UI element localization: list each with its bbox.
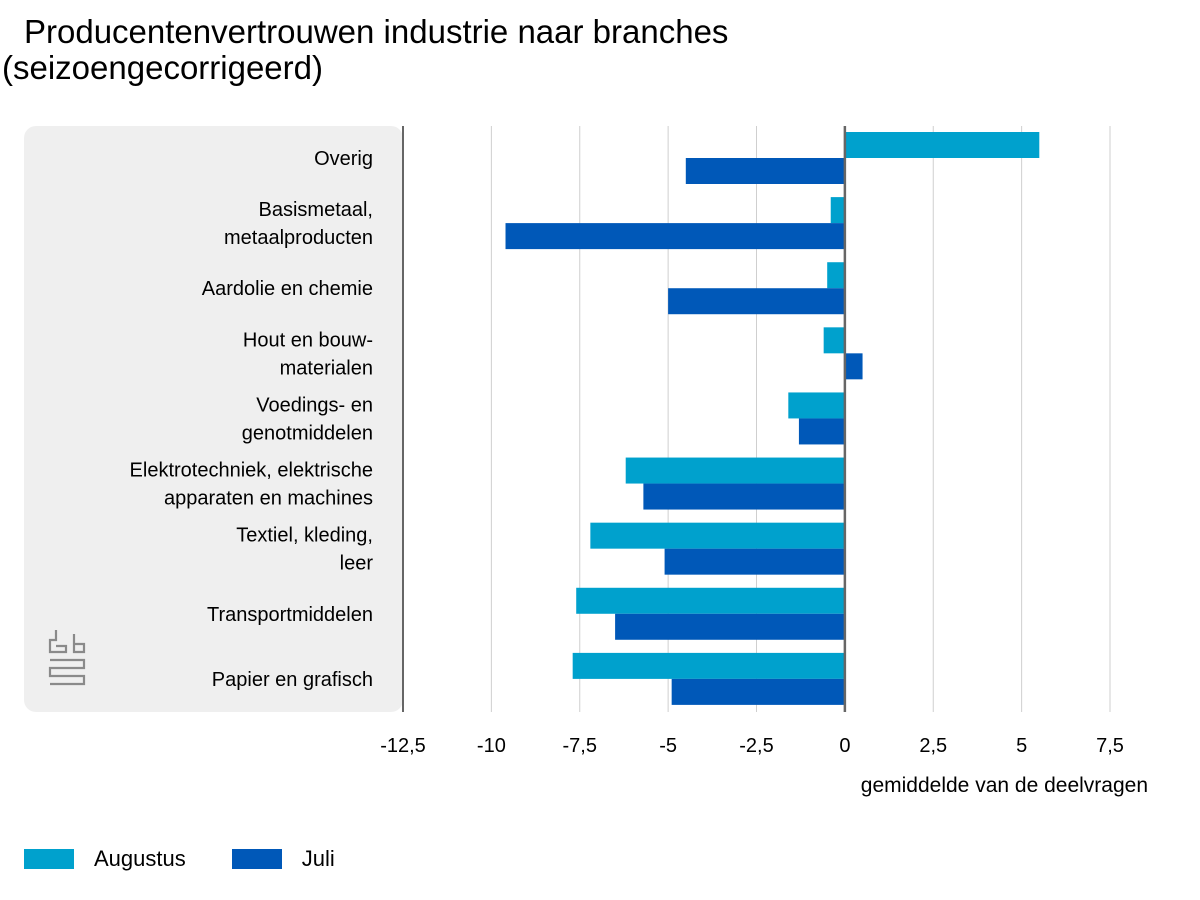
- cbs-logo-icon: [48, 630, 86, 686]
- bar-juli: [643, 483, 845, 510]
- category-label-line: metaalproducten: [224, 227, 373, 249]
- category-label-line: Transportmiddelen: [207, 604, 373, 626]
- category-label-line: Papier en grafisch: [212, 669, 373, 691]
- bar-juli: [685, 158, 845, 184]
- category-label-line: Hout en bouw-: [243, 329, 373, 351]
- category-label: Aardolie en chemie: [202, 278, 373, 300]
- bar-augustus: [823, 327, 845, 354]
- x-axis-title: gemiddelde van de deelvragen: [861, 774, 1148, 797]
- legend-label-juli: Juli: [301, 846, 335, 871]
- bar-augustus: [625, 457, 845, 484]
- category-label-line: Overig: [314, 148, 373, 170]
- bar-augustus: [788, 392, 845, 419]
- category-label-line: genotmiddelen: [242, 422, 373, 444]
- x-tick-label: -7,5: [563, 735, 597, 757]
- x-tick-label: 7,5: [1096, 735, 1124, 757]
- category-label: Overig: [314, 148, 373, 170]
- bar-augustus: [590, 522, 845, 549]
- legend: Augustus Juli: [24, 846, 381, 872]
- category-label-line: Voedings- en: [256, 394, 373, 416]
- x-tick-label: -10: [477, 735, 506, 757]
- bar-juli: [664, 548, 845, 575]
- legend-item-augustus: Augustus: [24, 846, 186, 872]
- legend-swatch-juli: [231, 849, 282, 869]
- chart-title-line1: Producentenvertrouwen industrie naar bra…: [24, 13, 729, 50]
- category-label: Textiel, kleding, leer: [236, 525, 373, 575]
- bar-juli: [671, 678, 845, 705]
- category-label-line: Basismetaal,: [259, 199, 374, 221]
- bars: [505, 132, 1040, 705]
- category-labels: Overig Basismetaal, metaalproducten Aardoli…: [130, 148, 374, 691]
- category-label: Elektrotechniek, elektrische apparaten en…: [130, 460, 373, 510]
- category-panel: [24, 126, 403, 712]
- category-label-line: leer: [340, 553, 374, 575]
- category-label-line: apparaten en machines: [164, 488, 373, 510]
- x-tick-label: 5: [1016, 735, 1027, 757]
- x-tick-label: 2,5: [919, 735, 947, 757]
- x-tick-label: -5: [659, 735, 677, 757]
- legend-swatch-augustus: [24, 849, 74, 869]
- bar-juli: [615, 613, 845, 640]
- legend-item-juli: Juli: [231, 846, 335, 872]
- bar-juli: [844, 353, 863, 380]
- category-label-line: Elektrotechniek, elektrische: [130, 460, 373, 482]
- bar-augustus: [572, 652, 845, 679]
- bar-augustus: [844, 132, 1040, 158]
- x-tick-label: -2,5: [739, 735, 773, 757]
- bar-juli: [505, 223, 845, 250]
- bar-augustus: [830, 197, 845, 224]
- bar-chart: Overig Basismetaal, metaalproducten Aardoli…: [24, 126, 1148, 797]
- bar-augustus: [827, 262, 845, 289]
- chart-title-line2: (seizoengecorrigeerd): [2, 49, 323, 86]
- category-label: Voedings- en genotmiddelen: [242, 394, 373, 444]
- bar-juli: [798, 418, 845, 445]
- x-tick-label: 0: [839, 735, 850, 757]
- x-tick-labels: -12,5 -10 -7,5 -5 -2,5 0 2,5 5 7,5: [380, 735, 1124, 757]
- category-label-line: Textiel, kleding,: [236, 525, 373, 547]
- category-label: Transportmiddelen: [207, 604, 373, 626]
- chart-title: Producentenvertrouwen industrie naar bra…: [2, 14, 1002, 86]
- category-label: Basismetaal, metaalproducten: [224, 199, 373, 249]
- bar-juli: [668, 288, 845, 315]
- category-label-line: materialen: [280, 357, 373, 379]
- category-label: Papier en grafisch: [212, 669, 373, 691]
- x-tick-label: -12,5: [380, 735, 426, 757]
- category-label: Hout en bouw-materialen: [243, 329, 373, 379]
- bar-augustus: [576, 587, 845, 614]
- legend-label-augustus: Augustus: [94, 846, 186, 871]
- category-label-line: Aardolie en chemie: [202, 278, 373, 300]
